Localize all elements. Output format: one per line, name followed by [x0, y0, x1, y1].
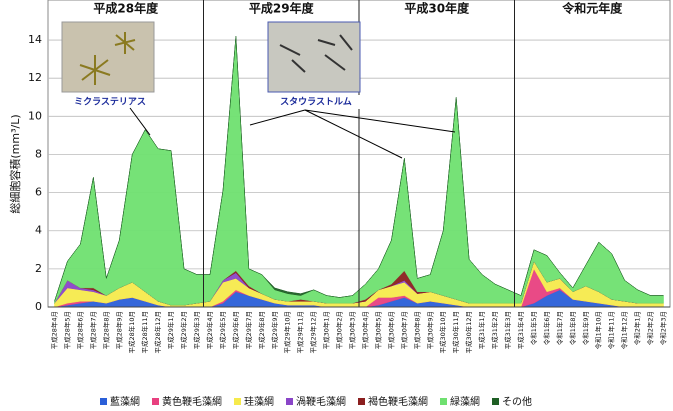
photo-microsterias	[61, 21, 155, 109]
legend-label: 緑藻綱	[450, 395, 480, 408]
x-tick-label: 平成30年4月	[360, 311, 369, 349]
x-tick-label: 平成28年4月	[49, 311, 58, 349]
y-axis-label: 総細胞容積(mm³/L)	[8, 114, 22, 213]
y-tick-label: 6	[35, 186, 42, 199]
legend-swatch	[234, 398, 241, 405]
legend: 藍藻綱 黄色鞭毛藻綱 珪藻綱 渦鞭毛藻綱 褐色鞭毛藻綱 緑藻綱 その他	[100, 395, 532, 408]
legend-swatch	[286, 398, 293, 405]
annotation-arrows	[129, 107, 456, 159]
x-tick-label: 平成31年3月	[503, 311, 512, 349]
x-tick-label: 平成28年9月	[114, 311, 123, 349]
x-tick-label: 平成29年8月	[257, 311, 266, 349]
x-tick-label: 平成28年10月	[127, 311, 136, 354]
x-tick-label: 平成29年4月	[205, 311, 214, 349]
legend-swatch	[492, 398, 499, 405]
x-tick-label: 平成29年1月	[166, 311, 175, 349]
x-tick-label: 平成30年11月	[451, 311, 460, 354]
y-tick-label: 4	[35, 224, 42, 237]
x-tick-label: 令和1年10月	[594, 311, 603, 349]
annotation-staurastrum: スタウラストルム	[280, 96, 352, 108]
y-tick-label: 14	[28, 33, 42, 46]
legend-label: 黄色鞭毛藻綱	[162, 395, 222, 408]
x-tick-label: 平成30年8月	[412, 311, 421, 349]
x-tick-label: 平成28年5月	[62, 311, 71, 349]
x-tick-label: 平成28年7月	[88, 311, 97, 349]
y-tick-label: 10	[28, 109, 42, 122]
x-tick-label: 平成28年11月	[140, 311, 149, 354]
legend-label: 渦鞭毛藻綱	[296, 395, 346, 408]
x-tick-label: 平成30年5月	[373, 311, 382, 349]
y-tick-label: 2	[35, 262, 42, 275]
period-label: 平成28年度	[93, 1, 159, 16]
x-tick-label: 平成30年9月	[425, 311, 434, 349]
x-tick-label: 平成28年8月	[101, 311, 110, 349]
x-tick-label: 平成30年12月	[464, 311, 473, 354]
x-tick-label: 平成29年9月	[270, 311, 279, 349]
x-tick-label: 平成28年12月	[153, 311, 162, 354]
x-tick-label: 令和2年3月	[659, 311, 668, 345]
x-tick-label: 平成29年12月	[309, 311, 318, 354]
legend-label: 藍藻綱	[110, 395, 140, 408]
x-tick-label: 平成29年6月	[231, 311, 240, 349]
legend-swatch	[358, 398, 365, 405]
x-tick-label: 平成31年4月	[516, 311, 525, 349]
legend-label: その他	[502, 395, 532, 408]
x-tick-label: 平成30年6月	[386, 311, 395, 349]
x-tick-label: 平成29年10月	[283, 311, 292, 354]
legend-label: 褐色鞭毛藻綱	[368, 395, 428, 408]
x-tick-label: 令和1年7月	[555, 311, 564, 345]
area	[54, 36, 664, 302]
annotation-microsterias: ミクラステリアス	[74, 97, 146, 108]
x-tick-label: 平成31年2月	[490, 311, 499, 349]
x-tick-label: 平成30年10月	[438, 311, 447, 354]
x-tick-label: 令和1年11月	[607, 311, 616, 349]
photo-staurastrum	[267, 21, 368, 109]
period-label: 平成30年度	[404, 1, 470, 16]
x-tick-label: 令和1年12月	[620, 311, 629, 349]
x-tick-label: 平成29年7月	[244, 311, 253, 349]
x-tick-label: 平成28年6月	[75, 311, 84, 349]
x-tick-label: 令和1年5月	[529, 311, 538, 345]
x-tick-label: 令和2年2月	[646, 311, 655, 345]
y-tick-label: 0	[35, 300, 42, 313]
x-tick-label: 令和1年8月	[568, 311, 577, 345]
x-tick-label: 令和2年1月	[633, 311, 642, 345]
legend-swatch	[440, 398, 447, 405]
legend-label: 珪藻綱	[244, 395, 274, 408]
y-tick-label: 12	[28, 71, 42, 84]
x-tick-label: 平成30年1月	[322, 311, 331, 349]
x-tick-label: 令和1年9月	[581, 311, 590, 345]
x-tick-label: 平成29年11月	[296, 311, 305, 354]
x-tick-label: 平成29年2月	[179, 311, 188, 349]
y-tick-label: 8	[35, 147, 42, 160]
period-label: 令和元年度	[561, 1, 623, 16]
x-tick-label: 平成30年2月	[335, 311, 344, 349]
period-label: 平成29年度	[249, 1, 315, 16]
x-tick-label: 平成30年3月	[348, 311, 357, 349]
x-tick-label: 平成29年3月	[192, 311, 201, 349]
x-tick-label: 令和1年6月	[542, 311, 551, 345]
legend-swatch	[152, 398, 159, 405]
x-tick-label: 平成29年5月	[218, 311, 227, 349]
legend-swatch	[100, 398, 107, 405]
x-tick-label: 平成30年7月	[399, 311, 408, 349]
x-tick-label: 平成31年1月	[477, 311, 486, 349]
